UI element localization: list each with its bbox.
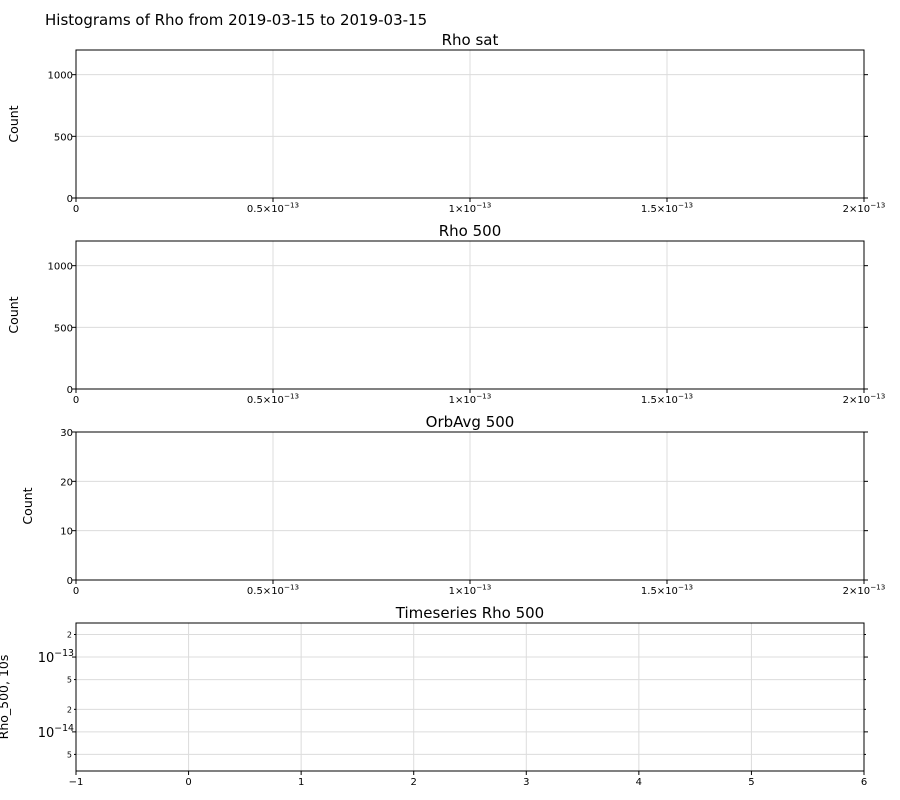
- y-major-tick-label: 10−13: [38, 648, 74, 666]
- x-tick-label: 2×10−13: [843, 392, 886, 407]
- x-tick-label: 0: [73, 586, 79, 597]
- y-major-tick-label-mantissa: 10: [38, 726, 55, 741]
- y-tick-label: 1000: [48, 262, 73, 273]
- x-tick-label: 0.5×10−13: [247, 201, 299, 216]
- x-tick-label: 1.5×10−13: [641, 392, 693, 407]
- y-tick-label: 500: [54, 323, 73, 334]
- x-tick-label-exponent: −13: [678, 392, 693, 401]
- x-tick-label-exponent: −13: [678, 583, 693, 592]
- plot-frame: [75, 49, 865, 199]
- x-tick-label-exponent: −13: [476, 583, 491, 592]
- x-tick-label-exponent: −13: [284, 392, 299, 401]
- plot-frame: [75, 431, 865, 581]
- x-tick-label: 0: [185, 777, 191, 788]
- y-tick-label: 0: [67, 576, 73, 587]
- x-tick-label: 2: [411, 777, 417, 788]
- y-minor-tick-label: 5: [67, 750, 72, 759]
- x-tick-label-mantissa: 2×10: [843, 395, 870, 406]
- x-tick-label-exponent: −13: [476, 392, 491, 401]
- x-tick-label-exponent: −13: [870, 201, 885, 210]
- y-axis-label: Count: [20, 487, 35, 524]
- y-axis-label: Count: [6, 105, 21, 142]
- x-tick-label: 4: [636, 777, 642, 788]
- x-tick-label-mantissa: 1.5×10: [641, 586, 678, 597]
- x-tick-label: 1×10−13: [449, 201, 492, 216]
- panel-title: Rho sat: [442, 31, 499, 49]
- x-tick-label-mantissa: 2×10: [843, 204, 870, 215]
- x-tick-label-mantissa: 0.5×10: [247, 586, 284, 597]
- y-major-tick-label: 10−14: [38, 723, 74, 741]
- x-tick-label: 1.5×10−13: [641, 583, 693, 598]
- x-tick-label: 0.5×10−13: [247, 392, 299, 407]
- x-tick-label-exponent: −13: [284, 201, 299, 210]
- y-tick-label: 0: [67, 194, 73, 205]
- y-major-tick-label-exponent: −14: [54, 723, 74, 734]
- x-tick-label: 3: [523, 777, 529, 788]
- panel-4: Timeseries Rho 500 Rho_500, 10s −1 0 1 2 3 4 5 6 5…: [0, 604, 868, 788]
- x-tick-label: 2×10−13: [843, 201, 886, 216]
- x-tick-label: 0: [73, 395, 79, 406]
- y-major-tick-label-mantissa: 10: [38, 651, 55, 666]
- x-tick-label: 1.5×10−13: [641, 201, 693, 216]
- x-tick-label: 0: [73, 204, 79, 215]
- y-axis-label: Rho_500, 10s: [0, 655, 11, 740]
- x-tick-label-mantissa: 1×10: [449, 395, 476, 406]
- x-tick-label: 1: [298, 777, 304, 788]
- y-tick-label: 1000: [48, 71, 73, 82]
- x-tick-label-mantissa: 0: [73, 204, 79, 215]
- x-tick-label-mantissa: 0: [73, 395, 79, 406]
- plot-frame: [75, 622, 865, 772]
- x-tick-label-exponent: −13: [678, 201, 693, 210]
- x-tick-label-mantissa: 0: [73, 586, 79, 597]
- y-major-tick-label-exponent: −13: [54, 648, 74, 659]
- x-tick-label-exponent: −13: [870, 392, 885, 401]
- x-tick-label: 6: [861, 777, 867, 788]
- x-tick-label-exponent: −13: [476, 201, 491, 210]
- x-tick-label-exponent: −13: [870, 583, 885, 592]
- y-minor-tick-label: 5: [67, 676, 72, 685]
- panel-title: Timeseries Rho 500: [395, 604, 544, 622]
- y-tick-label: 20: [60, 477, 73, 488]
- x-tick-label-exponent: −13: [284, 583, 299, 592]
- figure-title: Histograms of Rho from 2019-03-15 to 201…: [45, 11, 427, 29]
- y-tick-label: 30: [60, 428, 73, 439]
- x-tick-label: 1×10−13: [449, 583, 492, 598]
- x-tick-label: 0.5×10−13: [247, 583, 299, 598]
- x-tick-label-mantissa: 0.5×10: [247, 204, 284, 215]
- y-tick-label: 500: [54, 132, 73, 143]
- x-tick-label: 2×10−13: [843, 583, 886, 598]
- x-tick-label-mantissa: 1.5×10: [641, 204, 678, 215]
- y-tick-label: 10: [60, 527, 73, 538]
- plot-frame: [75, 240, 865, 390]
- panel-title: OrbAvg 500: [426, 413, 515, 431]
- x-tick-label: −1: [69, 777, 84, 788]
- x-tick-label-mantissa: 1×10: [449, 586, 476, 597]
- y-minor-tick-label: 2: [67, 631, 72, 640]
- panel-title: Rho 500: [439, 222, 502, 240]
- y-tick-label: 0: [67, 385, 73, 396]
- y-minor-tick-label: 2: [67, 705, 72, 714]
- x-tick-label-mantissa: 1.5×10: [641, 395, 678, 406]
- x-tick-label: 1×10−13: [449, 392, 492, 407]
- x-tick-label-mantissa: 0.5×10: [247, 395, 284, 406]
- x-tick-label: 5: [748, 777, 754, 788]
- x-tick-label-mantissa: 1×10: [449, 204, 476, 215]
- y-axis-label: Count: [6, 296, 21, 333]
- x-tick-label-mantissa: 2×10: [843, 586, 870, 597]
